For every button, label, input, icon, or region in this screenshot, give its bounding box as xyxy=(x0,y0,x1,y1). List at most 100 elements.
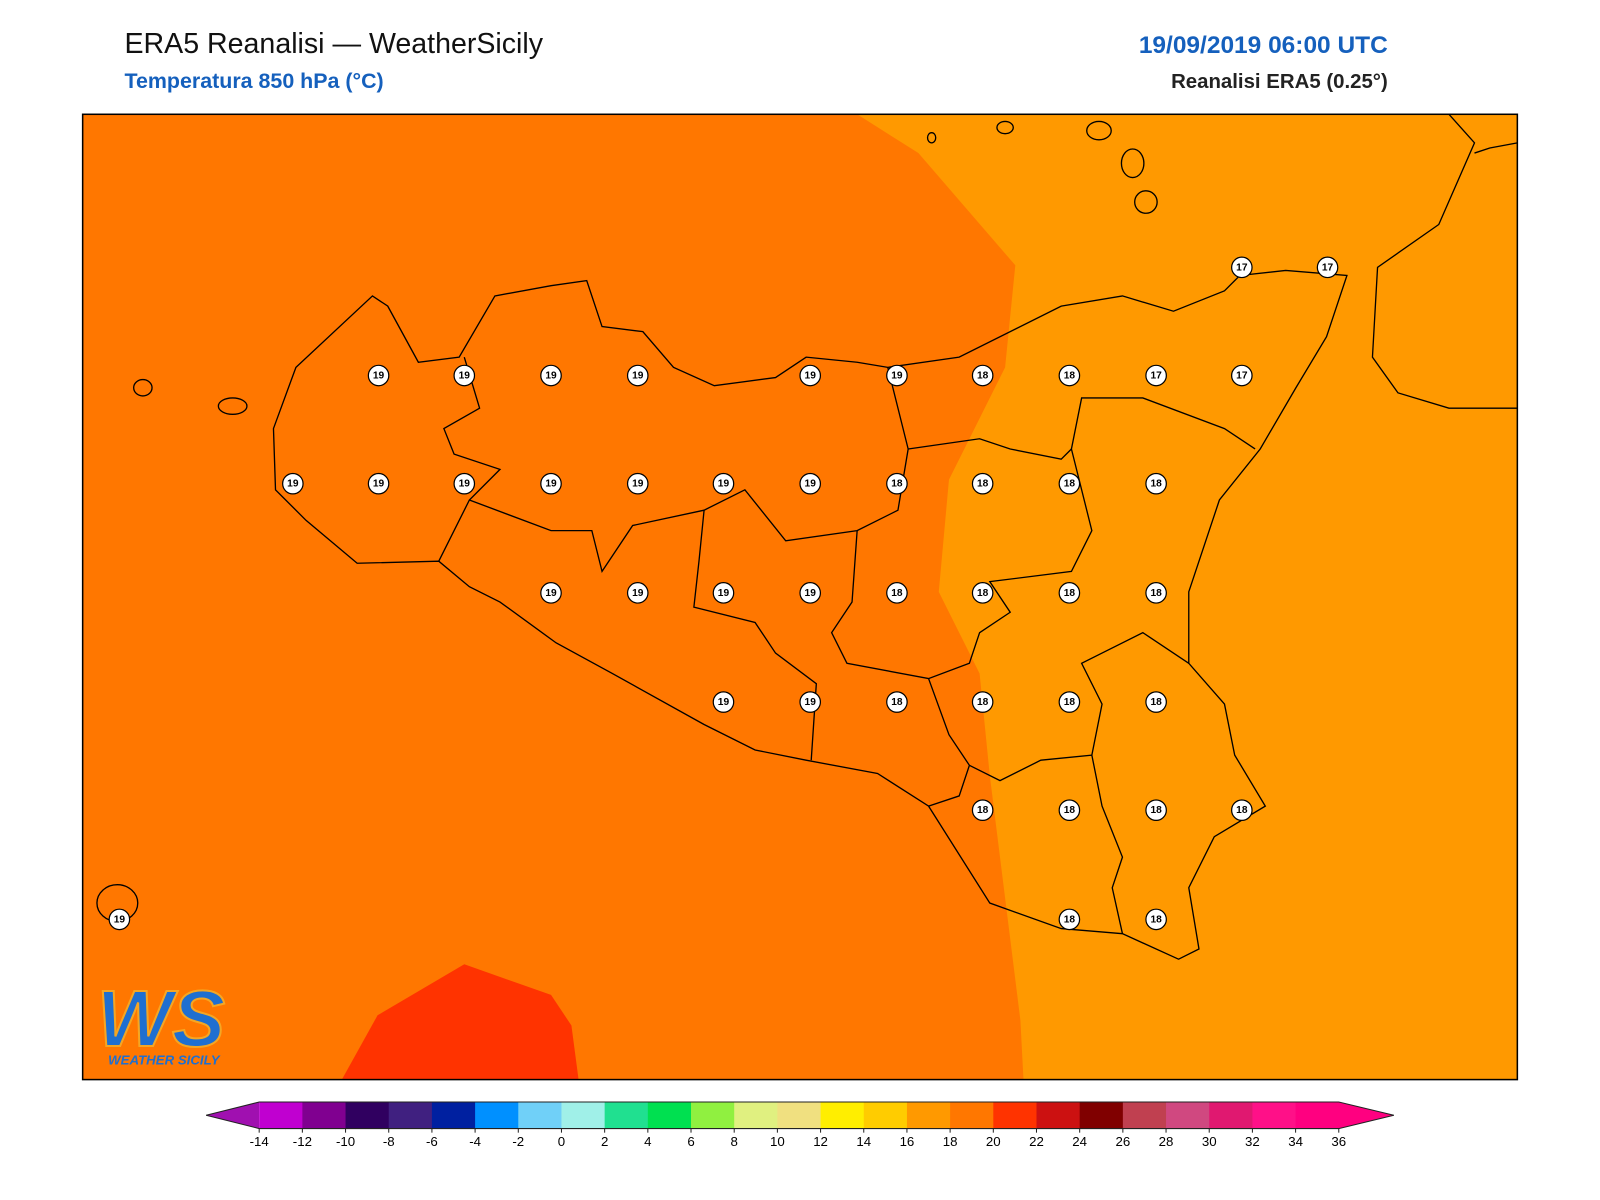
colorbar-label: 26 xyxy=(1115,1134,1130,1149)
station-marker xyxy=(886,582,908,604)
station-value: 18 xyxy=(891,697,903,708)
station-marker xyxy=(626,364,649,387)
station-marker xyxy=(540,472,562,495)
colorbar-label: 36 xyxy=(1331,1134,1346,1149)
station-value: 19 xyxy=(718,588,730,599)
colorbar-bin xyxy=(1166,1102,1210,1129)
station-value: 19 xyxy=(632,479,644,490)
station-value: 18 xyxy=(977,588,989,599)
station-value: 17 xyxy=(1150,371,1162,382)
station-value: 18 xyxy=(977,479,989,490)
province-border xyxy=(969,631,1190,782)
colorbar-label: -10 xyxy=(336,1134,355,1149)
sicily-coast xyxy=(272,269,1348,960)
station-value: 19 xyxy=(545,371,557,382)
colorbar-label: 32 xyxy=(1245,1134,1260,1149)
station-marker xyxy=(1145,364,1167,387)
colorbar-label: -12 xyxy=(293,1134,312,1149)
colorbar-bin xyxy=(345,1102,390,1129)
station-marker xyxy=(712,472,735,495)
station-value: 19 xyxy=(545,479,557,490)
station-marker xyxy=(799,691,822,713)
station-value: 19 xyxy=(632,371,644,382)
island xyxy=(926,131,937,144)
station-marker xyxy=(1231,256,1253,279)
station-marker xyxy=(799,582,822,604)
colorbar-bin xyxy=(820,1102,865,1129)
station-value: 19 xyxy=(114,914,126,925)
colorbar-bin xyxy=(1122,1102,1167,1129)
station-marker xyxy=(1145,472,1167,495)
colorbar-bin xyxy=(863,1102,908,1129)
colorbar-bin xyxy=(906,1102,951,1129)
station-marker xyxy=(712,691,735,713)
colorbar-bin xyxy=(734,1102,778,1129)
station-marker xyxy=(971,364,994,387)
logo: WS WEATHER SICILY xyxy=(96,973,226,1067)
station-marker xyxy=(886,691,908,713)
station-marker xyxy=(1145,799,1167,822)
colorbar-over xyxy=(1338,1102,1394,1129)
island xyxy=(1086,120,1112,141)
station-value: 18 xyxy=(977,371,989,382)
map: WS WEATHER SICILY 17 17 19 19 19 19 19 19 18 18 17… xyxy=(81,113,1519,1081)
station-value: 19 xyxy=(805,371,817,382)
station-value: 19 xyxy=(718,697,730,708)
colorbar-label: -2 xyxy=(512,1134,524,1149)
colorbar-label: 10 xyxy=(770,1134,785,1149)
station-value: 18 xyxy=(977,697,989,708)
station-value: 19 xyxy=(287,479,299,490)
colorbar-label: 24 xyxy=(1072,1134,1087,1149)
station-value: 19 xyxy=(373,371,385,382)
station-value: 18 xyxy=(1150,479,1162,490)
colorbar-label: 8 xyxy=(731,1134,738,1149)
colorbar-bin xyxy=(1209,1102,1253,1129)
station-value: 17 xyxy=(1322,262,1334,273)
station-value: 19 xyxy=(891,371,903,382)
station-marker xyxy=(1058,472,1081,495)
station-value: 18 xyxy=(1150,914,1162,925)
station-marker xyxy=(1058,908,1081,931)
colorbar-bin xyxy=(518,1102,562,1129)
colorbar-label: 22 xyxy=(1029,1134,1044,1149)
station-marker xyxy=(886,364,908,387)
station-marker xyxy=(1145,691,1167,713)
station-value: 18 xyxy=(1064,588,1076,599)
station-value: 18 xyxy=(1064,371,1076,382)
station-value: 19 xyxy=(373,479,385,490)
station-value: 18 xyxy=(1064,805,1076,816)
station-value: 18 xyxy=(1064,697,1076,708)
colorbar-bin xyxy=(691,1102,735,1129)
field-16-18 xyxy=(857,114,1518,1080)
station-marker xyxy=(1231,799,1253,822)
colorbar-label: -8 xyxy=(383,1134,395,1149)
colorbar-bin xyxy=(561,1102,606,1129)
station-marker xyxy=(453,472,476,495)
station-marker xyxy=(1316,256,1339,279)
colorbar-bin xyxy=(431,1102,476,1129)
station-marker xyxy=(971,799,994,822)
colorbar-bin xyxy=(950,1102,994,1129)
station-marker xyxy=(971,472,994,495)
station-marker xyxy=(367,472,390,495)
colorbar: -14 -12 -10 -8 -6 -4 -2 0 2 4 6 8 10 12 14 16 18 20 22 24 26… xyxy=(205,1101,1394,1149)
colorbar-bin xyxy=(1079,1102,1124,1129)
source: Reanalisi ERA5 (0.25°) xyxy=(1171,71,1388,93)
station-value: 18 xyxy=(1236,805,1248,816)
station-marker xyxy=(971,582,994,604)
station-value: 18 xyxy=(1150,588,1162,599)
calabria-coast xyxy=(1371,113,1518,409)
station-marker xyxy=(1058,799,1081,822)
station-marker xyxy=(540,582,562,604)
station-value: 17 xyxy=(1236,262,1248,273)
logo-text: WEATHER SICILY xyxy=(108,1052,221,1067)
colorbar-label: -4 xyxy=(469,1134,481,1149)
station-marker xyxy=(886,472,908,495)
station-marker xyxy=(1058,364,1081,387)
subtitle: Temperatura 850 hPa (°C) xyxy=(124,69,383,93)
station-marker xyxy=(626,472,649,495)
station-marker xyxy=(540,364,562,387)
station-marker xyxy=(453,364,476,387)
colorbar-bin xyxy=(259,1102,303,1129)
